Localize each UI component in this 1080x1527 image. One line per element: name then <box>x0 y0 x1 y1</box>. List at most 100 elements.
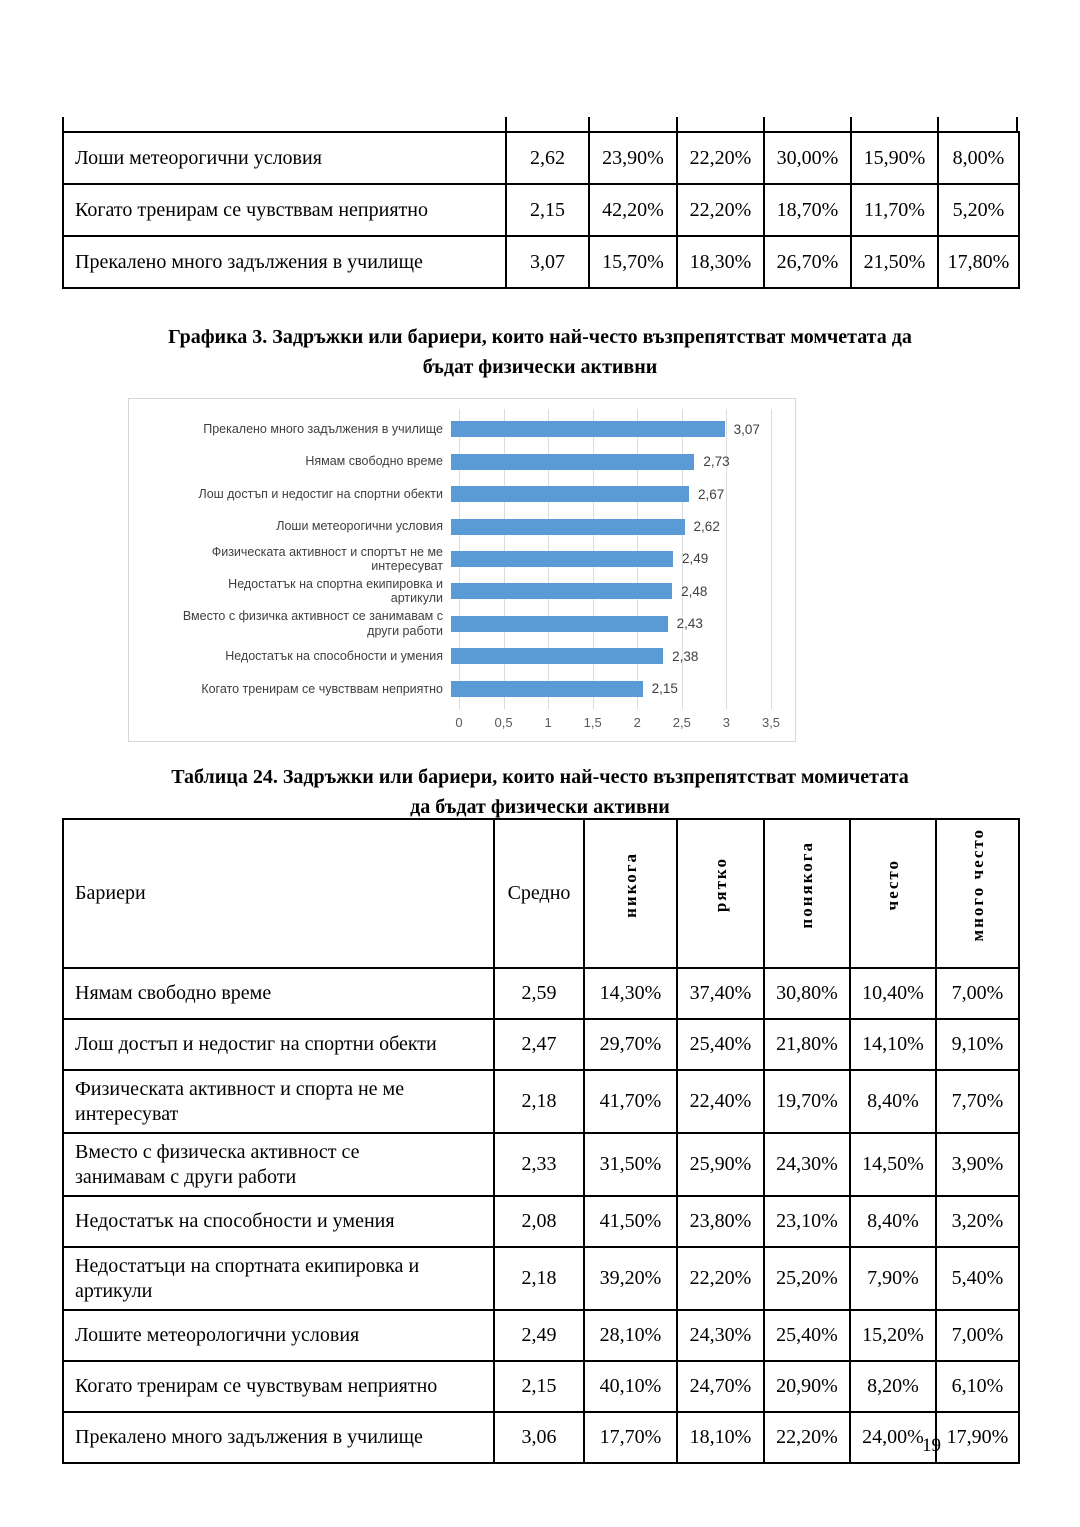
row-label: Лошите метеорологични условия <box>62 1309 495 1362</box>
bar-value-label: 2,38 <box>672 648 699 664</box>
mean-value: 2,62 <box>505 131 590 185</box>
bar <box>451 615 668 632</box>
percent-cell: 28,10% <box>583 1309 678 1362</box>
percent-cell: 17,90% <box>935 1411 1020 1464</box>
column-header-frequency: никога <box>583 818 678 969</box>
category-label: Прекалено много задължения в училище <box>203 422 443 437</box>
chart-category-row: Прекалено много задължения в училище 3,07 <box>129 413 779 445</box>
x-axis-tick: 1 <box>544 715 552 730</box>
x-axis-tick: 2,5 <box>672 715 691 730</box>
percent-cell: 15,70% <box>588 235 678 289</box>
vertical-header-text: рятко <box>710 857 730 913</box>
table-row: Недостатък на способности и умения 2,08 41… <box>62 1195 1020 1248</box>
mean-value: 2,47 <box>493 1018 585 1071</box>
bar-value-label: 2,49 <box>681 551 709 567</box>
table-row: Прекалено много задължения в училище 3,07… <box>62 235 1020 289</box>
bar-chart: Прекалено много задължения в училище 3,07… <box>128 398 796 742</box>
table-cut-stub-line <box>505 117 507 132</box>
mean-value: 2,15 <box>493 1360 585 1413</box>
category-label: Лоши метеорогични условия <box>276 519 443 534</box>
row-label: Когато тренирам се чувстввам неприятно <box>62 183 507 237</box>
bar-value-label: 2,73 <box>703 454 730 470</box>
chart-rows: Прекалено много задължения в училище 3,07… <box>129 413 779 705</box>
bar-value-label: 2,15 <box>651 681 678 697</box>
bar-area: 2,38 <box>451 648 763 665</box>
table-cut-stub-line <box>62 117 64 132</box>
percent-cell: 7,70% <box>935 1069 1020 1134</box>
bar <box>451 518 685 535</box>
percent-cell: 40,10% <box>583 1360 678 1413</box>
percent-cell: 25,40% <box>763 1309 851 1362</box>
continuation-table: Лоши метеорогични условия 2,62 23,90% 22,20… <box>62 131 1020 289</box>
mean-value: 2,18 <box>493 1069 585 1134</box>
percent-cell: 24,30% <box>676 1309 765 1362</box>
percent-cell: 15,20% <box>849 1309 937 1362</box>
vertical-header-text: никога <box>620 852 640 918</box>
x-axis-tick: 0,5 <box>494 715 513 730</box>
percent-cell: 22,20% <box>676 183 765 237</box>
vertical-header-text: често <box>883 859 902 911</box>
percent-cell: 24,30% <box>763 1132 851 1197</box>
percent-cell: 6,10% <box>935 1360 1020 1413</box>
vertical-header-text: много често <box>967 828 987 942</box>
percent-cell: 8,40% <box>849 1069 937 1134</box>
x-axis-tick: 1,5 <box>583 715 602 730</box>
mean-value: 3,06 <box>493 1411 585 1464</box>
mean-value: 2,49 <box>493 1309 585 1362</box>
bar-value-label: 3,07 <box>733 421 760 437</box>
mean-value: 2,18 <box>493 1246 585 1311</box>
percent-cell: 14,10% <box>849 1018 937 1071</box>
chart-title: Графика 3. Задръжки или бариери, които н… <box>168 326 912 378</box>
percent-cell: 14,50% <box>849 1132 937 1197</box>
percent-cell: 21,80% <box>763 1018 851 1071</box>
row-label: Лош достъп и недостиг на спортни обекти <box>62 1018 495 1071</box>
table-row: Прекалено много задължения в училище 3,06… <box>62 1411 1020 1464</box>
table-cut-stub-line <box>763 117 765 132</box>
percent-cell: 20,90% <box>763 1360 851 1413</box>
column-header-barriers: Бариери <box>62 818 495 969</box>
bar-value-label: 2,67 <box>698 486 725 502</box>
table-cut-stub-line <box>588 117 590 132</box>
table24-title: Таблица 24. Задръжки или бариери, които … <box>171 766 909 818</box>
percent-cell: 8,40% <box>849 1195 937 1248</box>
percent-cell: 5,40% <box>935 1246 1020 1311</box>
percent-cell: 23,80% <box>676 1195 765 1248</box>
x-axis-tick: 2 <box>633 715 641 730</box>
row-label: Прекалено много задължения в училище <box>62 1411 495 1464</box>
chart-category-row: Когато тренирам се чувстввам неприятно 2,… <box>129 673 779 705</box>
percent-cell: 3,90% <box>935 1132 1020 1197</box>
percent-cell: 18,70% <box>763 183 852 237</box>
table-row: Нямам свободно време 2,59 14,30% 37,40% 30,8… <box>62 967 1020 1020</box>
column-header-frequency: често <box>849 818 937 969</box>
percent-cell: 39,20% <box>583 1246 678 1311</box>
gridline <box>726 409 728 709</box>
percent-cell: 11,70% <box>850 183 939 237</box>
bar-area: 2,43 <box>451 615 763 632</box>
bar <box>451 680 643 697</box>
chart-category-row: Вместо с физичка активност се занимавам … <box>129 608 779 640</box>
percent-cell: 22,40% <box>676 1069 765 1134</box>
x-axis-tick: 3,5 <box>761 715 781 730</box>
table-cut-stub-line <box>850 117 852 132</box>
table-row: Лош достъп и недостиг на спортни обекти 2… <box>62 1018 1020 1071</box>
percent-cell: 3,20% <box>935 1195 1020 1248</box>
mean-value: 3,07 <box>505 235 590 289</box>
row-label: Лоши метеорогични условия <box>62 131 507 185</box>
chart-category-row: Лош достъп и недостиг на спортни обекти 2… <box>129 478 779 510</box>
vertical-header-text: понякога <box>797 841 816 929</box>
row-label: Прекалено много задължения в училище <box>62 235 507 289</box>
chart-category-row: Лоши метеорогични условия 2,62 <box>129 510 779 542</box>
row-label: Недостатък на способности и умения <box>62 1195 495 1248</box>
percent-cell: 14,30% <box>583 967 678 1020</box>
row-label: Нямам свободно време <box>62 967 495 1020</box>
percent-cell: 8,00% <box>937 131 1020 185</box>
percent-cell: 18,30% <box>676 235 765 289</box>
chart-category-row: Нямам свободно време 2,73 <box>129 445 779 477</box>
bar <box>451 583 673 600</box>
percent-cell: 8,20% <box>849 1360 937 1413</box>
table24: Бариери Средно никога рятко понякога често м… <box>62 818 1020 1464</box>
bar-value-label: 2,43 <box>676 616 703 632</box>
percent-cell: 37,40% <box>676 967 765 1020</box>
percent-cell: 26,70% <box>763 235 852 289</box>
